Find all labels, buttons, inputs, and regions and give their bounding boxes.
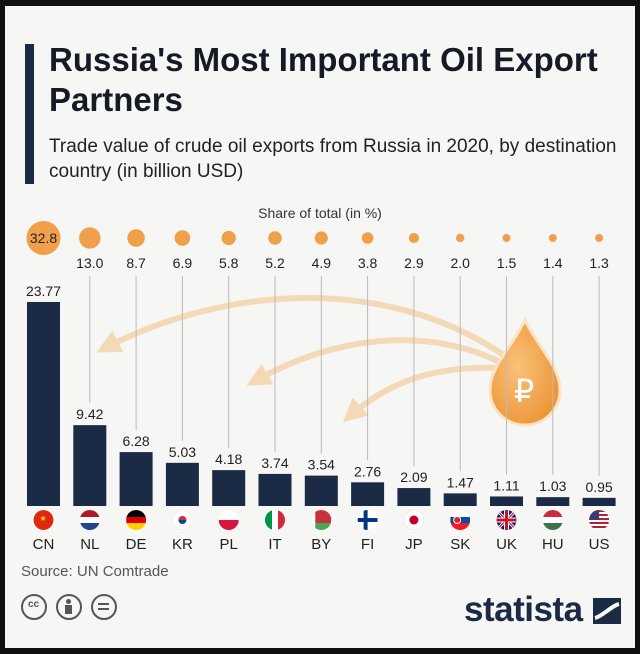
chart-subtitle: Trade value of crude oil exports from Ru… (49, 136, 617, 182)
value-label-kr: 5.03 (169, 444, 196, 460)
bar-by (304, 475, 338, 506)
value-label-pl: 4.18 (215, 451, 242, 467)
value-label-nl: 9.42 (76, 406, 103, 422)
category-label-jp: JP (405, 536, 423, 553)
flow-arrow-fi (342, 364, 501, 423)
bar-nl (73, 425, 107, 506)
statista-logo[interactable]: statista (464, 590, 583, 629)
value-label-hu: 1.03 (539, 478, 566, 494)
category-label-uk: UK (496, 536, 517, 553)
value-label-it: 3.74 (261, 455, 288, 471)
share-bubble-by (314, 231, 328, 245)
share-heading: Share of total (in %) (258, 205, 382, 221)
flag-jp-icon (403, 510, 424, 530)
share-label-us: 1.3 (589, 255, 609, 271)
flag-uk-icon (496, 510, 517, 530)
value-label-uk: 1.11 (493, 477, 519, 493)
bar-it (258, 473, 292, 506)
bar-pl (212, 470, 246, 506)
share-label-fi: 3.8 (358, 255, 378, 271)
category-label-de: DE (126, 536, 147, 553)
source-note: Source: UN Comtrade (21, 563, 169, 580)
category-label-kr: KR (172, 536, 193, 553)
flag-nl-icon (79, 510, 100, 530)
share-bubble-it (268, 231, 282, 245)
share-label-uk: 1.5 (497, 255, 517, 271)
share-bubble-hu (548, 234, 557, 242)
share-bubble-uk (502, 234, 511, 242)
value-label-jp: 2.09 (400, 469, 427, 485)
category-label-by: BY (311, 536, 331, 553)
flow-arrows (96, 295, 507, 423)
share-label-by: 4.9 (312, 255, 332, 271)
bar-uk (490, 496, 523, 506)
category-label-hu: HU (542, 536, 564, 553)
attribution-icon (56, 594, 82, 620)
share-label-kr: 6.9 (173, 255, 193, 271)
value-label-sk: 1.47 (447, 474, 474, 490)
bar-jp (397, 488, 431, 506)
flag-sk-icon (450, 510, 471, 530)
share-label-nl: 13.0 (76, 255, 103, 271)
bar-fi (351, 482, 385, 506)
value-label-us: 0.95 (585, 479, 612, 495)
cc-icon: cc (21, 594, 47, 620)
category-label-sk: SK (450, 536, 470, 553)
flag-pl-icon (218, 510, 239, 530)
share-label-hu: 1.4 (543, 255, 563, 271)
bar-de (119, 452, 153, 506)
no-derivatives-icon (91, 594, 117, 620)
flag-kr-icon (172, 510, 193, 530)
statista-logo-mark[interactable] (593, 598, 621, 624)
share-bubble-jp (408, 232, 419, 244)
bar-chart: ₽ 23.77 32.8 ★ CN 9.42 13.0 NL 6.28 8.7 DE 5.03 6.9… (26, 221, 616, 553)
flow-arrow-cn (96, 295, 507, 359)
share-bubble-sk (456, 233, 465, 243)
category-label-fi: FI (361, 536, 374, 553)
share-bubble-nl (79, 227, 101, 249)
flow-arrow-it (246, 337, 502, 386)
bar-hu (536, 497, 570, 506)
oil-drop-ruble-icon: ₽ (488, 316, 562, 427)
flag-hu-icon (542, 510, 563, 530)
value-label-by: 3.54 (308, 457, 335, 473)
category-label-us: US (589, 536, 610, 553)
share-label-it: 5.2 (265, 255, 285, 271)
chart-title: Russia's Most Important Oil Export Partn… (49, 41, 598, 118)
svg-text:₽: ₽ (514, 373, 534, 409)
title-accent-bar (25, 44, 34, 184)
share-label-pl: 5.8 (219, 255, 239, 271)
category-label-pl: PL (220, 536, 238, 553)
share-label-jp: 2.9 (404, 255, 424, 271)
bar-cn (27, 302, 60, 506)
value-label-de: 6.28 (122, 433, 149, 449)
share-bubble-kr (174, 230, 191, 246)
category-label-it: IT (268, 536, 281, 553)
flag-us-icon (589, 510, 610, 530)
share-bubble-us (595, 234, 604, 242)
share-bubble-fi (361, 232, 374, 244)
flag-it-icon (265, 510, 285, 530)
flag-de-icon (126, 510, 147, 530)
share-label-sk: 2.0 (450, 255, 470, 271)
svg-text:★: ★ (40, 514, 47, 523)
value-label-cn: 23.77 (26, 283, 61, 299)
category-label-cn: CN (33, 536, 55, 553)
bar-kr (165, 462, 199, 506)
value-label-fi: 2.76 (354, 463, 381, 479)
flag-cn-icon: ★ (33, 510, 54, 530)
share-label-de: 8.7 (126, 255, 146, 271)
share-bubble-de (127, 229, 145, 247)
flag-by-icon (311, 510, 332, 530)
bar-sk (443, 493, 477, 506)
infographic: Russia's Most Important Oil Export Partn… (5, 6, 635, 648)
flag-fi-icon (357, 510, 378, 530)
share-bubble-cn (26, 221, 61, 255)
share-bubble-pl (221, 230, 236, 246)
share-label-cn: 32.8 (30, 230, 57, 246)
category-label-nl: NL (80, 536, 99, 553)
bar-us (582, 497, 616, 506)
